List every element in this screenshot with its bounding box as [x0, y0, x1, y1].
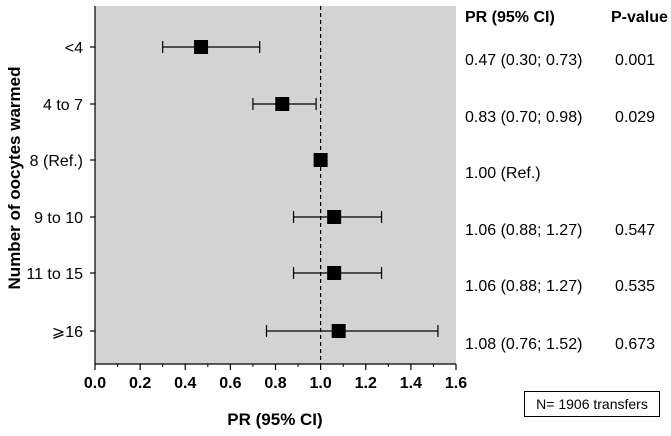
- point-estimate: [331, 324, 346, 338]
- pr-ci-text: 1.08 (0.76; 1.52): [465, 336, 582, 353]
- pr-ci-text: 1.06 (0.88; 1.27): [465, 278, 582, 295]
- x-tick-label: 0.4: [174, 375, 196, 392]
- x-tick-label: 0.6: [219, 375, 241, 392]
- pr-ci-text: 0.47 (0.30; 0.73): [465, 52, 582, 69]
- y-axis-title: Number of oocytes warmed: [5, 67, 24, 290]
- pr-ci-text: 1.06 (0.88; 1.27): [465, 222, 582, 239]
- y-tick-label: 4 to 7: [43, 97, 83, 114]
- y-tick-label: ⩾16: [52, 324, 83, 341]
- x-tick-label: 1.2: [355, 375, 377, 392]
- p-value-text: 0.547: [615, 222, 655, 239]
- sample-size-note: N= 1906 transfers: [524, 391, 660, 417]
- x-tick-label: 0.2: [129, 375, 151, 392]
- plot-area: [95, 6, 456, 364]
- p-value-text: 0.029: [615, 109, 655, 126]
- x-axis-title: PR (95% CI): [227, 410, 322, 429]
- pr-column-header: PR (95% CI): [465, 9, 555, 26]
- p-value-column-header: P-value: [611, 9, 668, 26]
- y-tick-label: 9 to 10: [34, 210, 83, 227]
- point-estimate: [275, 97, 290, 111]
- y-tick-label: 8 (Ref.): [30, 153, 83, 170]
- point-estimate: [327, 266, 342, 280]
- x-tick-label: 1.4: [400, 375, 422, 392]
- point-estimate: [194, 40, 209, 54]
- x-tick-label: 1.6: [445, 375, 467, 392]
- point-estimate: [313, 153, 328, 167]
- p-value-text: 0.535: [615, 278, 655, 295]
- x-tick-label: 0.0: [84, 375, 106, 392]
- pr-ci-text: 0.83 (0.70; 0.98): [465, 109, 582, 126]
- axes: 0.0 0.2 0.4 0.6 0.8 1.0 1.2 1.4 1.6 <4 4 to 7 8 (Re…: [26, 6, 467, 392]
- y-tick-label: <4: [65, 40, 83, 57]
- x-tick-label: 1.0: [310, 375, 332, 392]
- p-value-text: 0.673: [615, 336, 655, 353]
- p-value-text: 0.001: [615, 52, 655, 69]
- table-rows: 0.47 (0.30; 0.73) 0.001 0.83 (0.70; 0.98) 0…: [465, 52, 655, 353]
- x-tick-label: 0.8: [264, 375, 286, 392]
- point-estimate: [327, 210, 342, 224]
- y-tick-label: 11 to 15: [26, 266, 83, 283]
- pr-ci-text: 1.00 (Ref.): [465, 165, 541, 182]
- chart-marks: [162, 6, 439, 364]
